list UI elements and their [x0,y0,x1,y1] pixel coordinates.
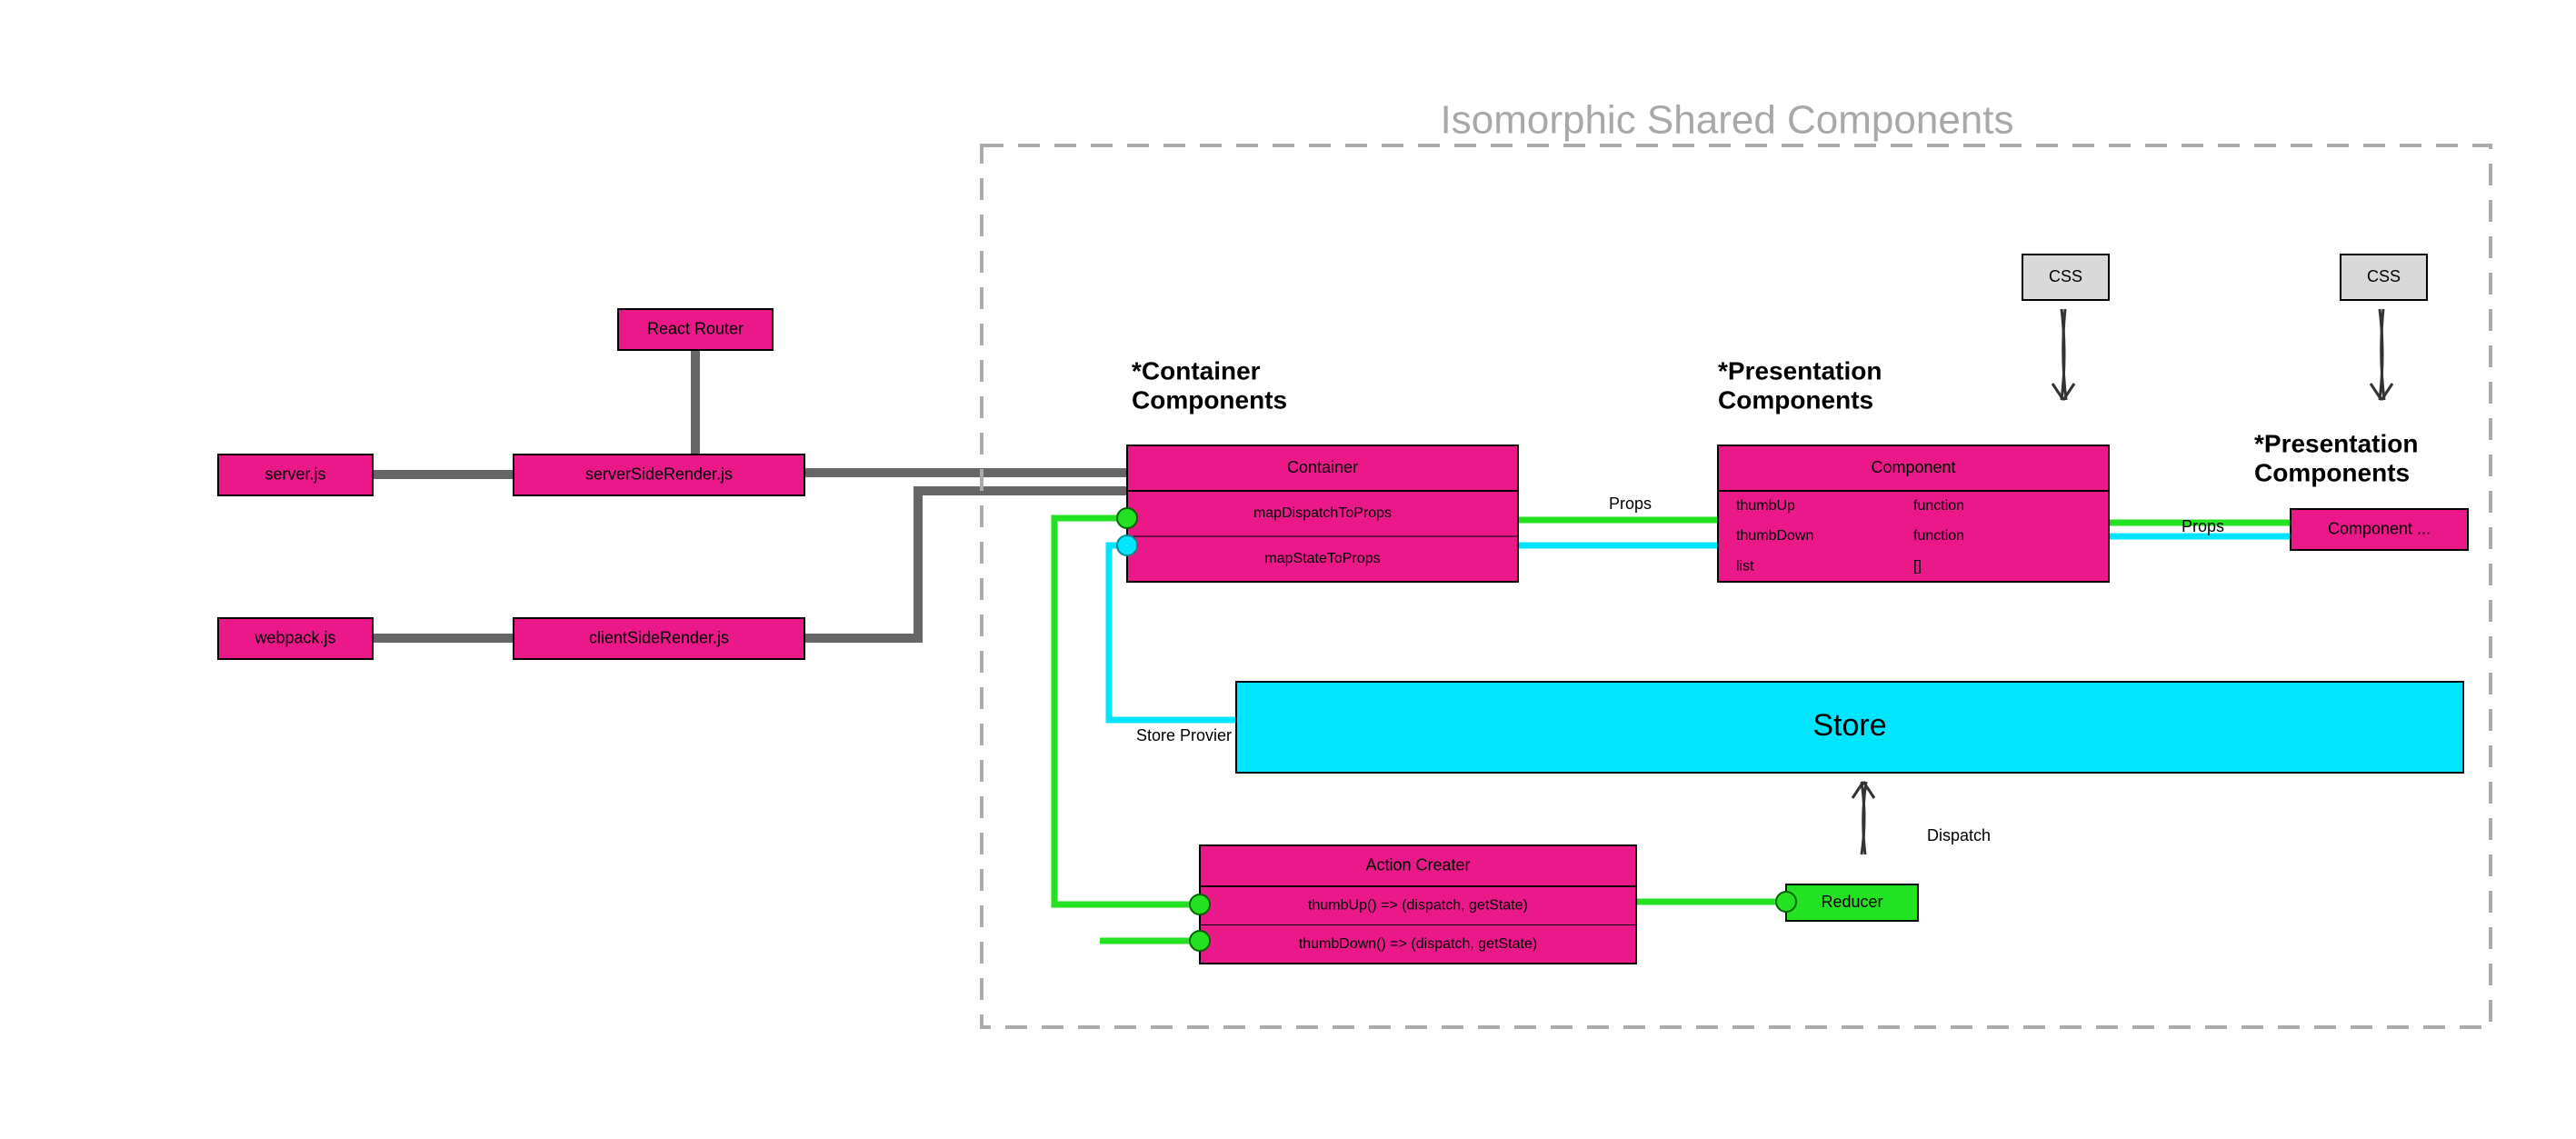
node-container-line-1: mapStateToProps [1264,551,1380,566]
node-webpack_js-label: webpack.js [254,628,335,646]
container_heading-0: *Container [1132,356,1261,385]
node-container-line-0: mapDispatchToProps [1253,505,1392,521]
label-dispatch: Dispatch [1927,826,1991,844]
green-circle-0a [1117,508,1137,528]
green-circle-1a [1190,931,1210,951]
gray-edge-4 [804,491,1127,638]
node-css1-label: CSS [2049,267,2082,285]
arrow-css1_arrow [2052,309,2074,400]
node-component-left-0: thumbUp [1736,498,1795,514]
node-store-label: Store [1812,708,1886,743]
diagram-title: Isomorphic Shared Components [1441,98,2014,143]
node-action_creater-header: Action Creater [1365,855,1470,874]
node-component-header: Component [1871,458,1955,476]
arrow-dispatch_arrow [1852,782,1874,854]
node-component-left-2: list [1736,559,1754,574]
node-component-left-1: thumbDown [1736,528,1813,544]
cyan-circle-0 [1117,535,1137,555]
node-component-right-0: function [1913,498,1964,514]
component_heading-1: Components [1718,385,1873,414]
node-css2-label: CSS [2367,267,2401,285]
node-react_router-label: React Router [647,319,744,337]
label-props2: Props [2182,517,2224,535]
arrow-css2_arrow [2371,309,2392,400]
component2_heading-0: *Presentation [2254,429,2419,457]
node-component-right-2: [] [1913,559,1922,574]
node-component_small-label: Component ... [2328,519,2431,537]
label-props1: Props [1609,495,1652,513]
label-store_provider: Store Provier [1136,726,1232,744]
green-circle-4a [1776,892,1796,912]
node-server_js-label: server.js [265,465,325,483]
node-action_creater-line-1: thumbDown() => (dispatch, getState) [1299,936,1537,952]
node-reducer-label: Reducer [1821,893,1882,911]
component_heading-0: *Presentation [1718,356,1882,385]
component2_heading-1: Components [2254,458,2410,486]
node-client_render-label: clientSideRender.js [589,628,729,646]
container_heading-1: Components [1132,385,1287,414]
node-server_render-label: serverSideRender.js [585,465,733,483]
green-circle-0b [1190,894,1210,914]
node-component-right-1: function [1913,528,1964,544]
node-action_creater-line-0: thumbUp() => (dispatch, getState) [1308,897,1528,913]
node-container-header: Container [1287,458,1358,476]
